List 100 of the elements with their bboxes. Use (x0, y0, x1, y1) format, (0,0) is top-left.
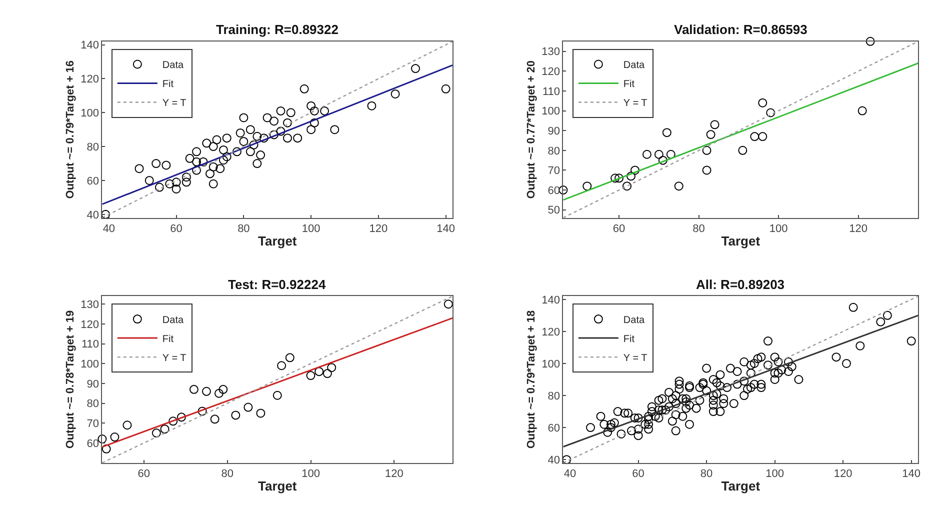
legend-label: Fit (623, 79, 635, 90)
y-tick-label: 80 (548, 145, 560, 158)
point (285, 353, 294, 362)
point (306, 371, 316, 380)
y-tick-label: 70 (86, 418, 99, 430)
point (172, 184, 181, 194)
x-tick-label: 120 (369, 223, 388, 235)
y-axis-title: Output ~= 0.79*Target + 18 (525, 310, 538, 449)
point (314, 367, 324, 376)
y-tick-label: 120 (542, 66, 560, 78)
y-tick-label: 140 (80, 40, 99, 52)
point (110, 432, 120, 442)
x-tick-label: 140 (436, 223, 455, 235)
x-tick-label: 140 (902, 468, 921, 480)
point (411, 64, 420, 74)
y-tick-label: 60 (86, 175, 99, 188)
point (277, 361, 286, 370)
point (98, 434, 107, 444)
y-tick-label: 130 (80, 298, 99, 311)
legend-label: Y = T (623, 98, 648, 110)
point (858, 106, 867, 116)
point (206, 169, 214, 178)
point (738, 146, 748, 155)
point (162, 160, 171, 170)
point (208, 162, 218, 172)
point (198, 157, 208, 166)
point (244, 402, 253, 412)
y-tick-label: 60 (548, 184, 560, 197)
y-tick-label: 120 (542, 326, 560, 338)
y-tick-label: 100 (80, 107, 99, 120)
x-tick-label: 100 (769, 223, 788, 235)
x-axis-title: Target (721, 478, 761, 494)
point (706, 130, 716, 140)
point (444, 300, 453, 309)
point (642, 150, 652, 159)
point (236, 128, 245, 138)
point (218, 156, 228, 165)
x-tick-label: 100 (766, 468, 784, 480)
point (239, 113, 248, 122)
y-tick-label: 90 (86, 378, 99, 390)
point (282, 134, 292, 143)
point (270, 116, 279, 126)
point (662, 128, 672, 138)
point (172, 178, 181, 187)
point (270, 130, 279, 140)
legend-label: Data (623, 60, 645, 72)
y-tick-label: 90 (548, 125, 560, 138)
point (101, 210, 110, 219)
point (610, 174, 620, 183)
point (210, 414, 220, 424)
x-tick-label: 40 (102, 223, 116, 235)
x-tick-label: 120 (834, 468, 852, 480)
y-axis-title: Output ~= 0.78*Target + 19 (64, 310, 76, 449)
x-tick-label: 80 (221, 468, 234, 480)
legend-label: Data (162, 314, 184, 326)
point (152, 428, 161, 438)
x-tick-label: 80 (692, 223, 705, 235)
point (630, 166, 640, 175)
legend-label: Data (623, 314, 645, 326)
point (152, 159, 161, 168)
legend-label: Y = T (623, 352, 648, 364)
point (293, 134, 302, 143)
x-tick-label: 120 (849, 223, 868, 235)
point (176, 412, 186, 422)
point (239, 136, 248, 146)
x-tick-label: 80 (700, 468, 713, 480)
point (192, 147, 202, 156)
point (222, 134, 232, 143)
point (222, 152, 232, 162)
point (286, 108, 296, 118)
point (658, 156, 668, 165)
point (310, 118, 319, 128)
point (202, 386, 211, 396)
point (252, 159, 262, 168)
y-axis-title: Output ~= 0.77*Target + 20 (525, 60, 538, 199)
point (216, 164, 225, 174)
point (189, 384, 198, 394)
point (202, 138, 212, 148)
y-tick-label: 40 (548, 454, 560, 466)
point (154, 182, 164, 192)
y-tick-label: 120 (80, 318, 99, 331)
point (252, 132, 262, 141)
point (256, 408, 266, 418)
point (330, 125, 340, 134)
point (259, 134, 268, 143)
point (272, 390, 282, 400)
point (582, 182, 592, 191)
point (322, 369, 332, 378)
x-axis-title: Target (258, 478, 298, 494)
x-axis-title: Target (721, 234, 761, 249)
y-tick-label: 60 (548, 422, 560, 434)
x-tick-label: 80 (238, 223, 250, 235)
point (320, 106, 330, 116)
point (310, 106, 319, 116)
chart-title: Validation: R=0.86593 (674, 22, 808, 37)
legend-label: Y = T (162, 352, 186, 364)
point (246, 125, 255, 134)
y-tick-label: 100 (542, 106, 560, 118)
legend-label: Y = T (162, 98, 186, 110)
point (134, 164, 144, 174)
